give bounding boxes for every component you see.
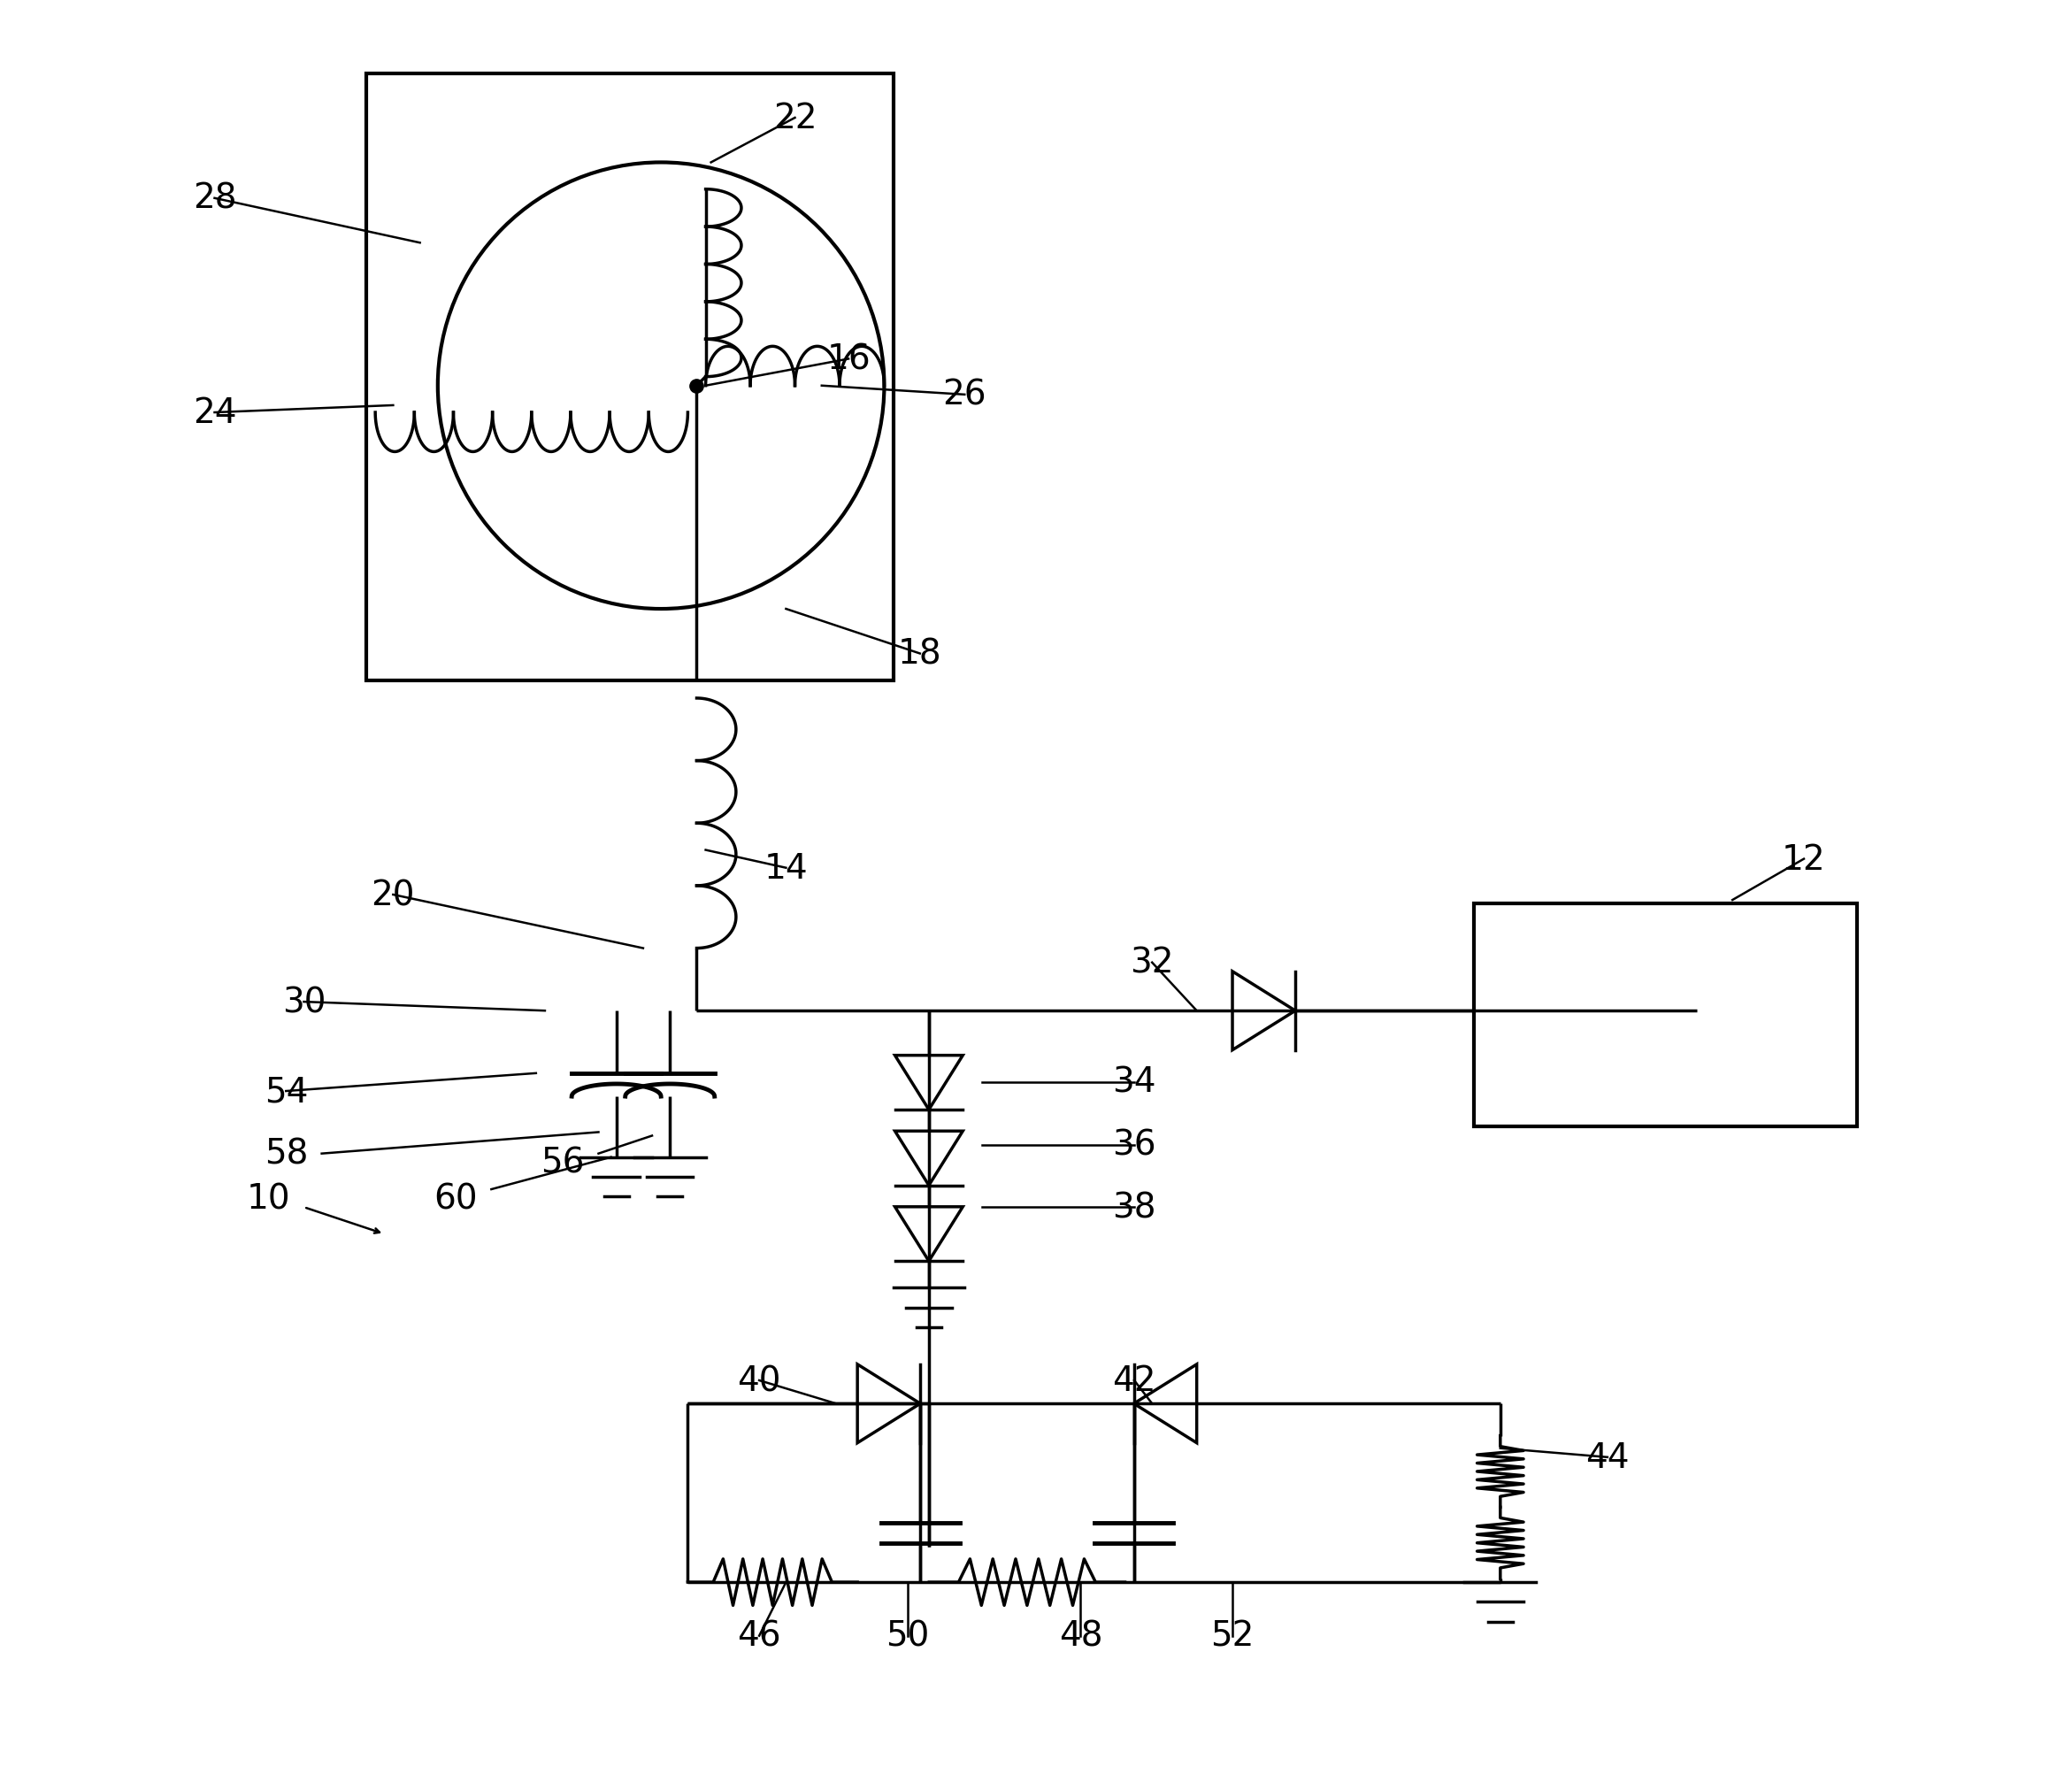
Text: 22: 22 xyxy=(773,102,816,136)
Text: 18: 18 xyxy=(897,637,943,671)
Text: 58: 58 xyxy=(263,1137,309,1171)
Text: 20: 20 xyxy=(371,879,414,911)
Text: 50: 50 xyxy=(885,1618,928,1652)
Text: 12: 12 xyxy=(1782,843,1825,875)
Text: 28: 28 xyxy=(193,183,236,215)
Text: 36: 36 xyxy=(1113,1128,1156,1162)
Text: 46: 46 xyxy=(738,1618,781,1652)
Text: 26: 26 xyxy=(943,378,986,412)
Text: 44: 44 xyxy=(1585,1441,1629,1475)
Text: 40: 40 xyxy=(738,1364,781,1398)
Text: 14: 14 xyxy=(765,852,808,884)
Text: 32: 32 xyxy=(1129,947,1175,979)
Text: 48: 48 xyxy=(1059,1618,1102,1652)
Text: 42: 42 xyxy=(1113,1364,1156,1398)
Text: 60: 60 xyxy=(433,1181,477,1215)
Text: 38: 38 xyxy=(1113,1190,1156,1224)
Text: 34: 34 xyxy=(1113,1065,1156,1099)
Text: 10: 10 xyxy=(247,1181,290,1215)
Text: 30: 30 xyxy=(282,985,325,1019)
Text: 54: 54 xyxy=(263,1074,309,1108)
Text: 16: 16 xyxy=(827,342,870,376)
Bar xyxy=(1473,904,1857,1128)
Text: 24: 24 xyxy=(193,396,236,430)
Bar xyxy=(367,73,893,680)
Text: 52: 52 xyxy=(1210,1618,1254,1652)
Text: 56: 56 xyxy=(541,1146,584,1180)
